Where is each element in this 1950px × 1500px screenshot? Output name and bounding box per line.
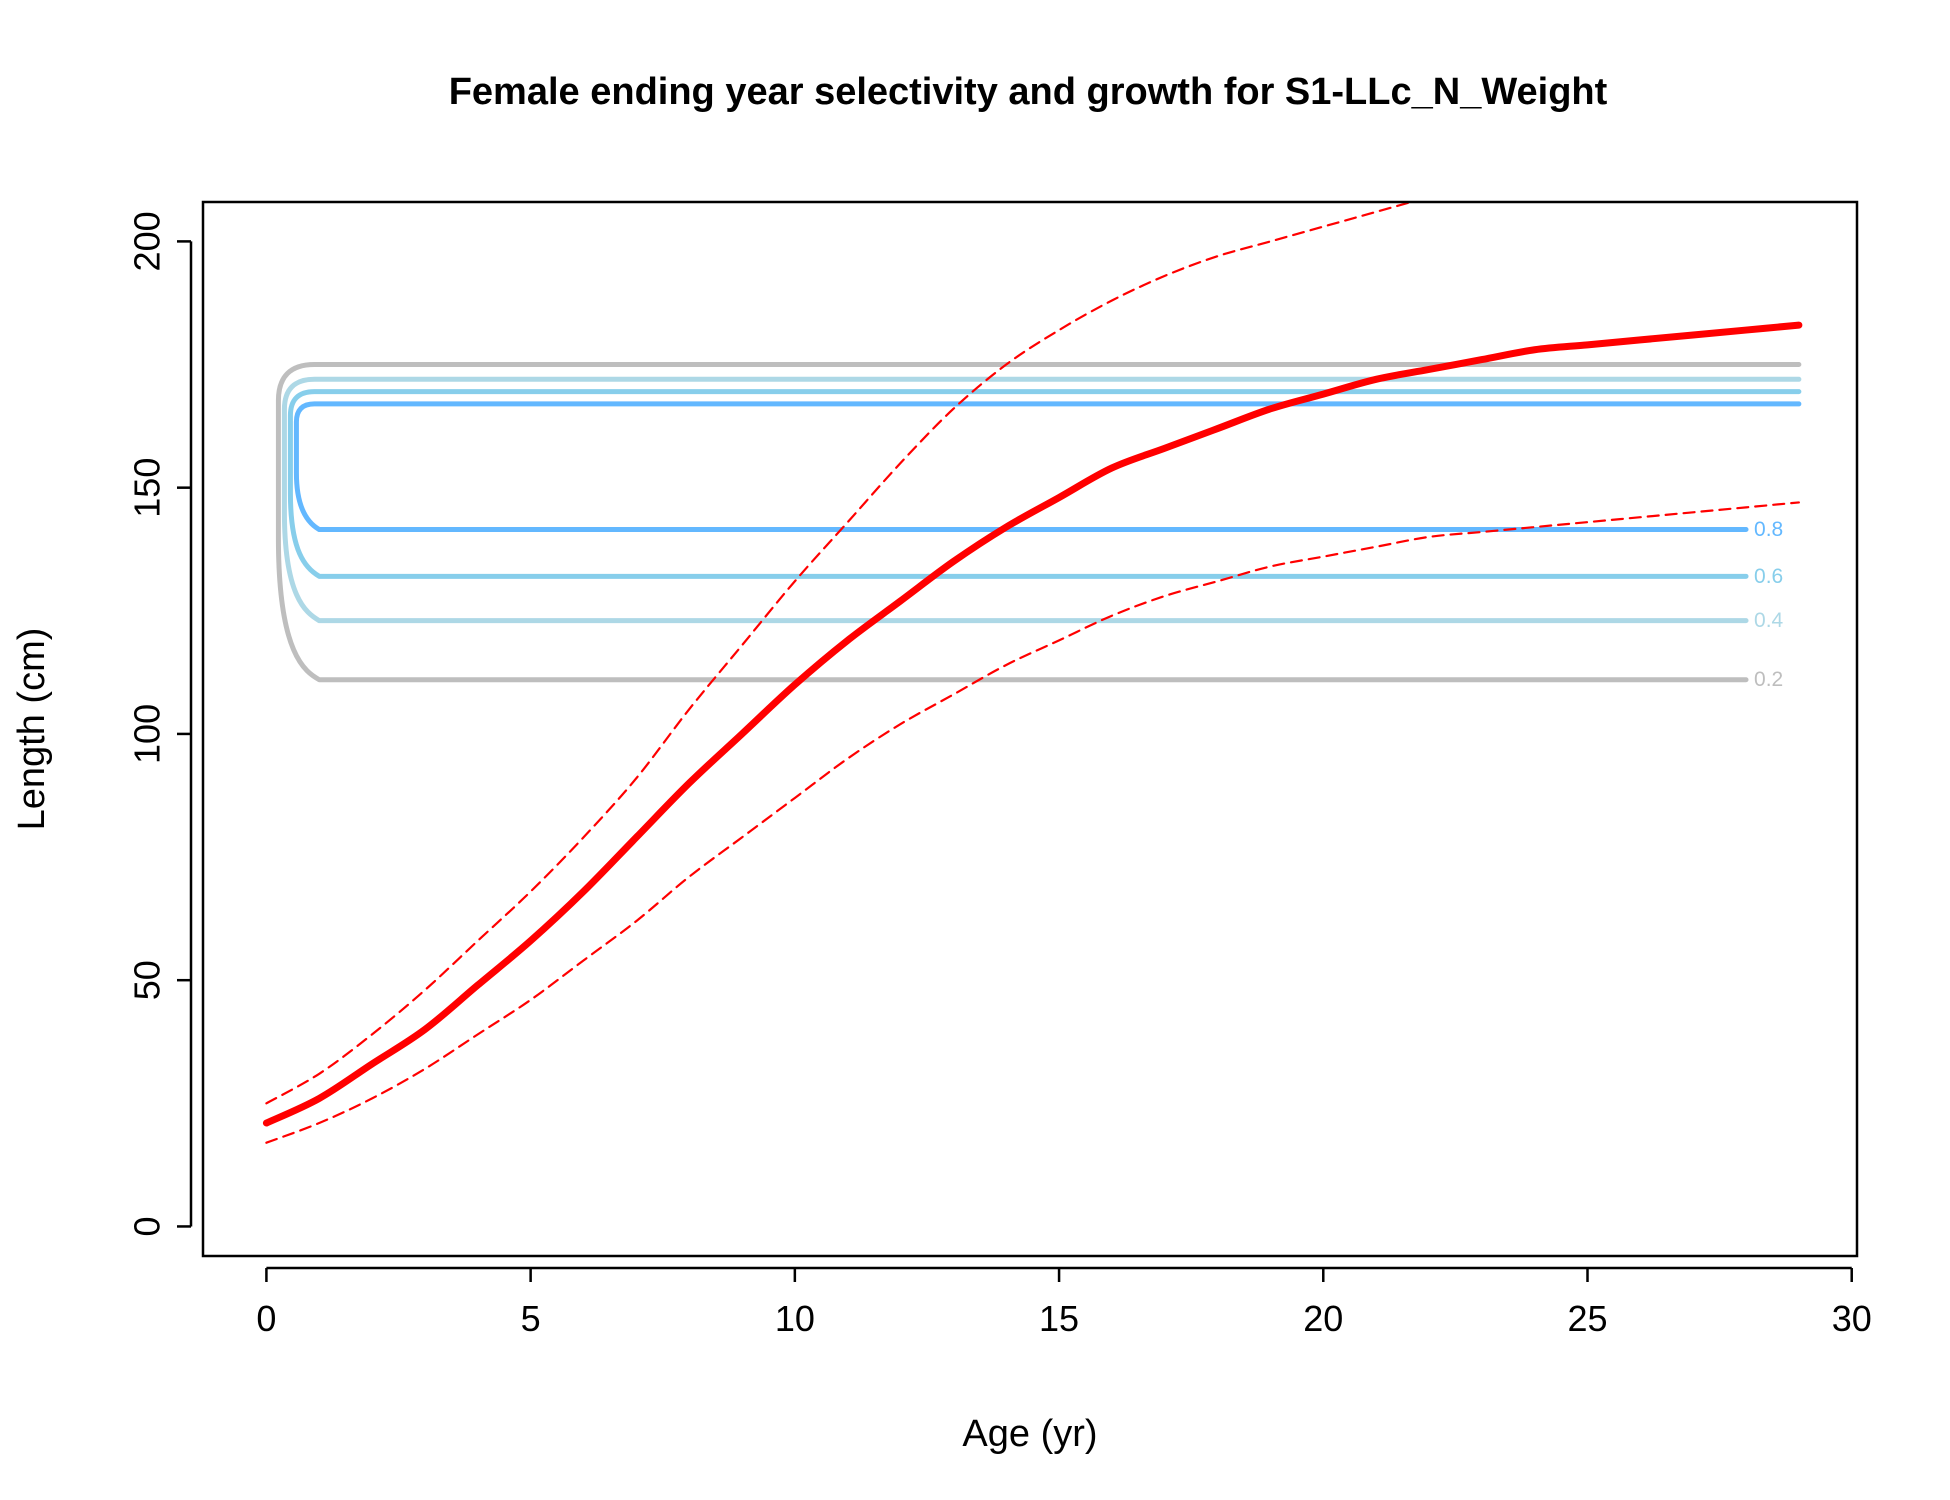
y-tick-label: 50: [127, 960, 168, 1000]
y-axis: 0 50 100 150 200: [127, 211, 193, 1236]
x-tick-label: 20: [1303, 1298, 1343, 1339]
plot-frame: [201, 200, 1859, 1258]
y-tick-label: 150: [127, 458, 168, 518]
x-tick-label: 0: [256, 1298, 276, 1339]
contour-line-0-2: [275, 362, 1802, 683]
x-tick-label: 15: [1039, 1298, 1079, 1339]
contour-line-0-6: [287, 389, 1802, 579]
contour-label-0-8: 0.8: [1754, 518, 1783, 541]
contour-line-0-8: [293, 401, 1802, 533]
x-tick-label: 25: [1567, 1298, 1607, 1339]
x-axis: 0 5 10 15 20 25 30: [256, 1266, 1872, 1339]
contour-label-0-6: 0.6: [1754, 565, 1783, 588]
contour-label-0-2: 0.2: [1754, 668, 1783, 691]
contour-line-0-4: [281, 376, 1802, 624]
chart-title: Female ending year selectivity and growt…: [449, 71, 1608, 113]
y-tick-label: 100: [127, 704, 168, 764]
growth-mean-line: [262, 321, 1803, 1127]
growth-lower-bound-line: [265, 501, 1800, 1144]
selectivity-contours: 0.2 0.4 0.6 0.8: [275, 362, 1802, 691]
y-axis-label: Length (cm): [11, 628, 53, 831]
x-axis-label: Age (yr): [962, 1413, 1097, 1455]
growth-curves: [262, 202, 1803, 1144]
y-tick-label: 0: [127, 1216, 168, 1236]
growth-upper-bound-line: [265, 202, 1416, 1105]
x-tick-label: 30: [1832, 1298, 1872, 1339]
x-tick-label: 10: [775, 1298, 815, 1339]
contour-label-0-4: 0.4: [1754, 609, 1784, 632]
x-tick-label: 5: [521, 1298, 541, 1339]
y-tick-label: 200: [127, 211, 168, 271]
